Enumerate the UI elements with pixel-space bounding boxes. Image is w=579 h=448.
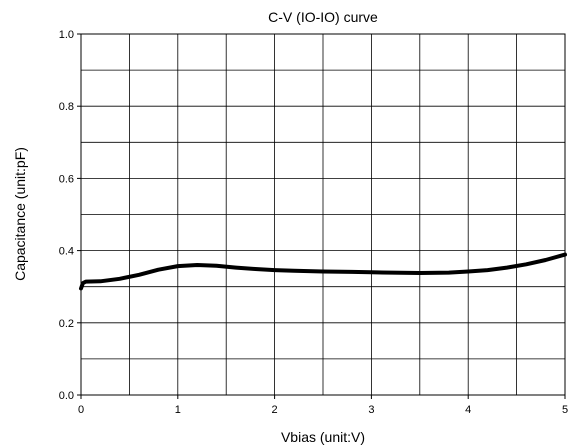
plot-frame [80,33,566,396]
x-tick-label: 2 [272,404,278,416]
series-group [79,252,567,291]
y-tick-label: 0.6 [59,173,74,185]
y-axis-label: Capacitance (unit:pF) [12,147,28,281]
chart-title: C-V (IO-IO) curve [268,9,378,25]
x-axis-label: Vbias (unit:V) [281,429,365,445]
y-tick-label: 0.4 [59,246,74,258]
y-axis-ticks: 0.0 0.2 0.4 0.6 0.8 1.0 [59,29,81,402]
x-tick-label: 1 [175,404,181,416]
x-tick-label: 0 [78,404,84,416]
x-tick-label: 5 [562,404,568,416]
y-tick-label: 0.2 [59,318,74,330]
y-tick-label: 0.0 [59,390,74,402]
x-tick-label: 4 [465,404,471,416]
x-axis-ticks: 0 1 2 3 4 5 [78,395,568,416]
y-tick-label: 0.8 [59,101,74,113]
grid [81,34,565,395]
x-tick-label: 3 [368,404,374,416]
y-tick-label: 1.0 [59,29,74,41]
series-line [79,252,567,291]
